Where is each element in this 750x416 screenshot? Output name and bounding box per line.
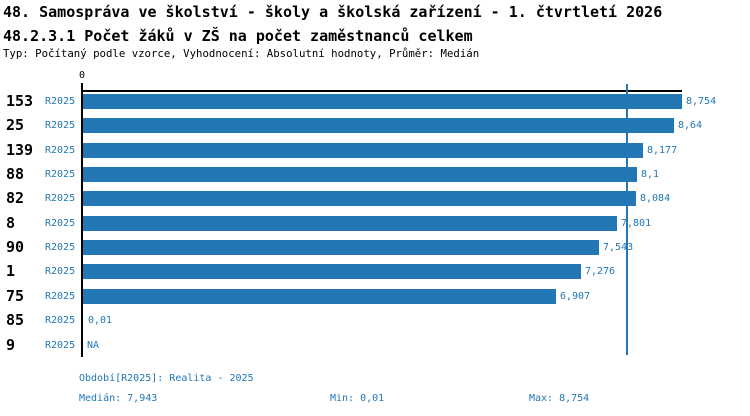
bar-value-label: 8,177: [647, 145, 678, 156]
bar: [83, 216, 617, 231]
row-period-label: R2025: [45, 218, 76, 229]
bar: [83, 264, 581, 279]
bar-value-label: 8,1: [641, 169, 660, 180]
row-period-label: R2025: [45, 315, 76, 326]
bar-value-label: 8,754: [686, 96, 717, 107]
row-period-label: R2025: [45, 120, 76, 131]
row-id-label: 88: [6, 165, 25, 183]
bar: [83, 167, 637, 182]
bar-value-label: 6,907: [560, 291, 591, 302]
median-reference-line: [626, 84, 628, 355]
chart-meta-line: Typ: Počítaný podle vzorce, Vyhodnocení:…: [3, 47, 480, 60]
row-period-label: R2025: [45, 340, 76, 351]
stat-median-label: Medián: 7,943: [79, 393, 158, 404]
row-id-label: 25: [6, 116, 25, 134]
bar-value-label: 0,01: [88, 315, 113, 326]
bar: [83, 191, 636, 206]
row-id-label: 8: [6, 214, 16, 232]
x-axis-zero-tick: [81, 83, 83, 96]
row-period-label: R2025: [45, 242, 76, 253]
row-period-label: R2025: [45, 169, 76, 180]
bar-value-label: 7,543: [603, 242, 634, 253]
bar-value-label: NA: [87, 340, 100, 351]
x-axis-line: [81, 90, 682, 92]
bar-value-label: 8,084: [640, 193, 671, 204]
stat-max-label: Max: 8,754: [529, 393, 590, 404]
bar: [83, 289, 556, 304]
row-period-label: R2025: [45, 145, 76, 156]
report-title: 48. Samospráva ve školství - školy a ško…: [3, 3, 663, 21]
bar: [83, 143, 643, 158]
legend-period-label: Období[R2025]: Realita - 2025: [79, 373, 254, 384]
bar-value-label: 8,64: [678, 120, 703, 131]
row-id-label: 90: [6, 238, 25, 256]
bar: [83, 94, 682, 109]
row-id-label: 1: [6, 262, 16, 280]
row-id-label: 139: [6, 141, 34, 159]
row-id-label: 85: [6, 311, 25, 329]
bar: [83, 240, 599, 255]
x-axis-zero-tick-label: 0: [78, 70, 86, 81]
y-axis-line: [81, 90, 83, 357]
stat-min-label: Min: 0,01: [330, 393, 385, 404]
row-id-label: 75: [6, 287, 25, 305]
row-id-label: 82: [6, 189, 25, 207]
bar-value-label: 7,276: [585, 266, 616, 277]
row-id-label: 153: [6, 92, 34, 110]
bar-value-label: 7,801: [621, 218, 652, 229]
bar: [83, 118, 674, 133]
row-id-label: 9: [6, 336, 16, 354]
chart-subtitle: 48.2.3.1 Počet žáků v ZŠ na počet zaměst…: [3, 27, 473, 45]
row-period-label: R2025: [45, 291, 76, 302]
row-period-label: R2025: [45, 266, 76, 277]
row-period-label: R2025: [45, 96, 76, 107]
row-period-label: R2025: [45, 193, 76, 204]
